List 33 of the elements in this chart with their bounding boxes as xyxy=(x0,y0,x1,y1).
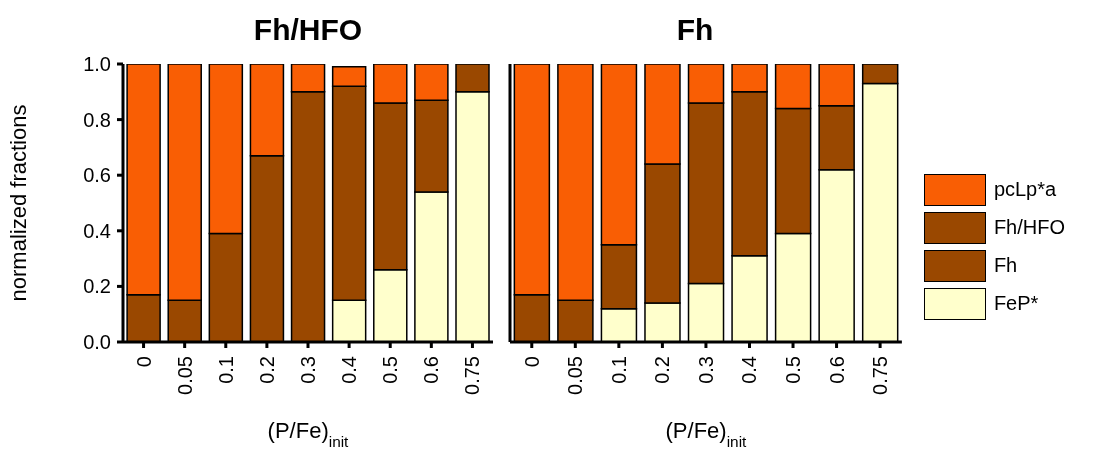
x-tick-label: 0.6 xyxy=(825,356,848,384)
x-tick-label: 0 xyxy=(132,356,155,368)
legend-label: Fh xyxy=(993,254,1018,277)
x-tick-label: 0.2 xyxy=(651,356,674,384)
chart-title: Fh xyxy=(675,12,715,48)
x-tick-label: 0.75 xyxy=(869,356,892,395)
x-tick-label: 0.4 xyxy=(738,356,761,384)
x-tick-label: 0.4 xyxy=(338,356,361,384)
y-tick-label: 0.8 xyxy=(83,108,111,131)
y-tick-label: 0.2 xyxy=(83,275,111,298)
legend-label: Fh/HFO xyxy=(993,216,1065,239)
x-tick-label: 0 xyxy=(520,356,543,368)
x-tick-label: 0.2 xyxy=(255,356,278,384)
y-tick-label: 0.0 xyxy=(83,331,111,353)
x-tick-label: 0.75 xyxy=(461,356,484,395)
x-tick-label: 0.3 xyxy=(694,356,717,384)
x-tick-label: 0.1 xyxy=(607,356,630,384)
y-tick-label: 0.4 xyxy=(83,219,111,242)
x-tick-label: 0.1 xyxy=(214,356,237,384)
x-tick-label: 0.5 xyxy=(379,356,402,384)
x-tick-label: 0.5 xyxy=(782,356,805,384)
x-axis-title: (P/Fe)$_{init}$ xyxy=(267,418,350,450)
y-tick-label: 1.0 xyxy=(83,53,111,75)
x-tick-label: 0.3 xyxy=(297,356,319,384)
x-axis-title: (P/Fe)$_{init}$ xyxy=(665,418,748,450)
y-tick-label: 0.6 xyxy=(83,164,111,187)
x-tick-label: 0.6 xyxy=(420,356,443,384)
x-tick-label: 0.05 xyxy=(564,356,587,395)
legend-label: FeP* xyxy=(993,292,1039,315)
legend-label: pcLp*a xyxy=(993,178,1057,201)
chart-title: Fh/HFO xyxy=(252,12,364,48)
y-axis-title: normalized fractions xyxy=(5,104,31,302)
x-tick-label: 0.05 xyxy=(173,356,196,395)
